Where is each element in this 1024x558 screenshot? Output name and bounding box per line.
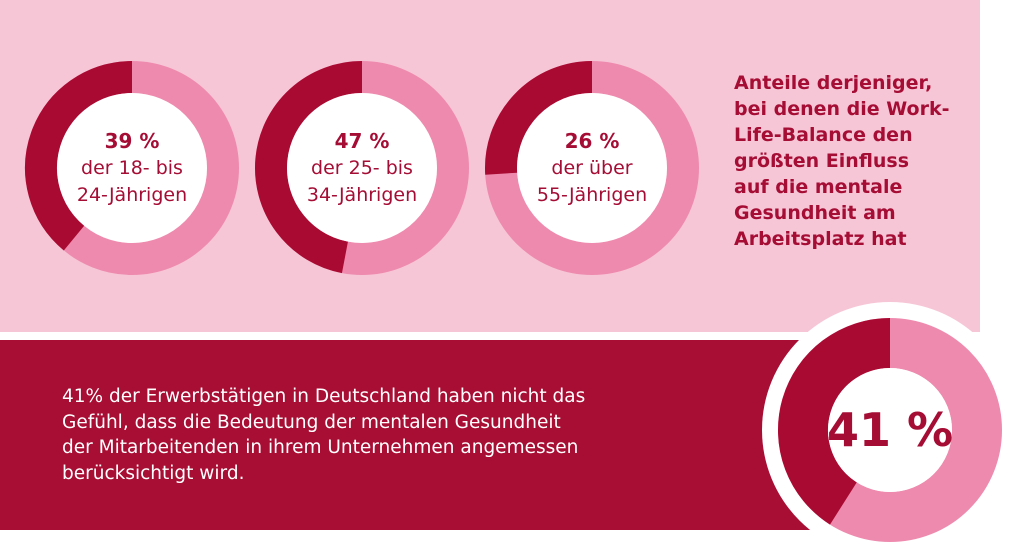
donut-label: 47 % der 25- bis 34-Jährigen	[262, 127, 462, 209]
category-label: der über	[551, 157, 633, 179]
statement-line: Gefühl, dass die Bedeutung der mentalen …	[62, 411, 561, 433]
value-label: 41 %	[826, 403, 954, 457]
donut-label: 39 % der 18- bis 24-Jährigen	[32, 127, 232, 209]
donut-hole	[828, 368, 952, 492]
donut-segment	[25, 61, 133, 251]
value-label: 39 %	[104, 129, 160, 153]
note-line: bei denen die Work-	[734, 98, 950, 120]
note-line: Anteile derjeniger,	[734, 72, 933, 94]
note-line: auf die mentale	[734, 176, 903, 198]
donut-hole	[517, 93, 667, 243]
category-label: der 25- bis	[311, 157, 413, 179]
donut-segment	[485, 61, 593, 175]
donut-segment	[255, 61, 363, 274]
bottom-panel	[0, 340, 860, 530]
statement-line: 41% der Erwerbstätigen in Deutschland ha…	[62, 386, 586, 407]
note-line: Arbeitsplatz hat	[734, 228, 907, 250]
category-label: 24-Jährigen	[76, 184, 188, 206]
statement: 41% der Erwerbstätigen in Deutschland ha…	[62, 384, 585, 486]
donut-hole	[287, 93, 437, 243]
donut-hole	[57, 93, 207, 243]
note: Anteile derjeniger, bei denen die Work- Li…	[734, 70, 950, 252]
value-label: 47 %	[334, 129, 390, 153]
category-label: der 18- bis	[81, 157, 183, 179]
donut-segment	[778, 318, 891, 525]
note-line: Life-Balance den	[734, 124, 913, 146]
note-line: größten Einfluss	[734, 150, 910, 172]
value-label: 26 %	[564, 129, 620, 153]
statement-line: der Mitarbeitenden in ihrem Unternehmen …	[62, 437, 579, 458]
category-label: 34-Jährigen	[306, 184, 418, 206]
donut-label: 26 % der über 55-Jährigen	[492, 127, 692, 209]
category-label: 55-Jährigen	[536, 184, 648, 206]
statement-line: berücksichtigt wird.	[62, 462, 245, 484]
donut-label: 41 %	[790, 404, 990, 456]
note-line: Gesundheit am	[734, 202, 896, 224]
